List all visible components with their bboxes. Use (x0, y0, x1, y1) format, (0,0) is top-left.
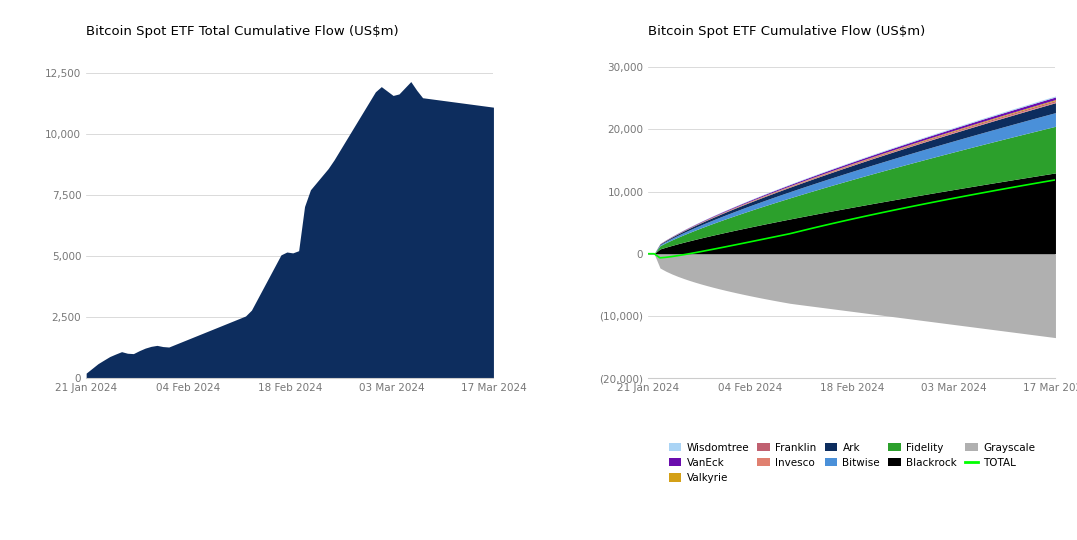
Text: Bitcoin Spot ETF Total Cumulative Flow (US$m): Bitcoin Spot ETF Total Cumulative Flow (… (86, 25, 398, 38)
Legend: Wisdomtree, VanEck, Valkyrie, Franklin, Invesco, Ark, Bitwise, Fidelity, Blackro: Wisdomtree, VanEck, Valkyrie, Franklin, … (669, 442, 1035, 483)
Text: Bitcoin Spot ETF Cumulative Flow (US$m): Bitcoin Spot ETF Cumulative Flow (US$m) (648, 25, 925, 38)
